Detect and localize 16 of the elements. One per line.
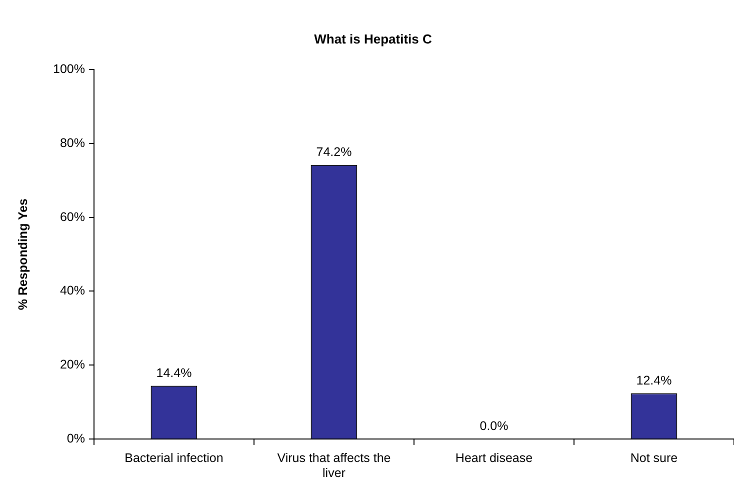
- data-label: 14.4%: [156, 366, 192, 380]
- x-tick-label: Bacterial infection: [124, 450, 224, 465]
- x-tick-label: Not sure: [630, 450, 678, 465]
- data-label: 0.0%: [480, 419, 508, 434]
- data-label: 12.4%: [636, 373, 672, 388]
- y-tick-label: 100%: [52, 62, 85, 76]
- y-axis-title: % Responding Yes: [16, 198, 30, 310]
- y-tick-label: 80%: [60, 136, 85, 150]
- y-tick-label: 20%: [60, 358, 85, 372]
- data-label: 74.2%: [316, 145, 352, 160]
- y-tick-label: 60%: [60, 210, 85, 224]
- chart-title: What is Hepatitis C: [314, 31, 432, 46]
- x-tick-label: Virus that affects the liver: [277, 450, 391, 480]
- x-tick-label: Heart disease: [455, 450, 533, 465]
- y-tick-label: 40%: [60, 284, 85, 298]
- y-tick-label: 0%: [66, 431, 85, 446]
